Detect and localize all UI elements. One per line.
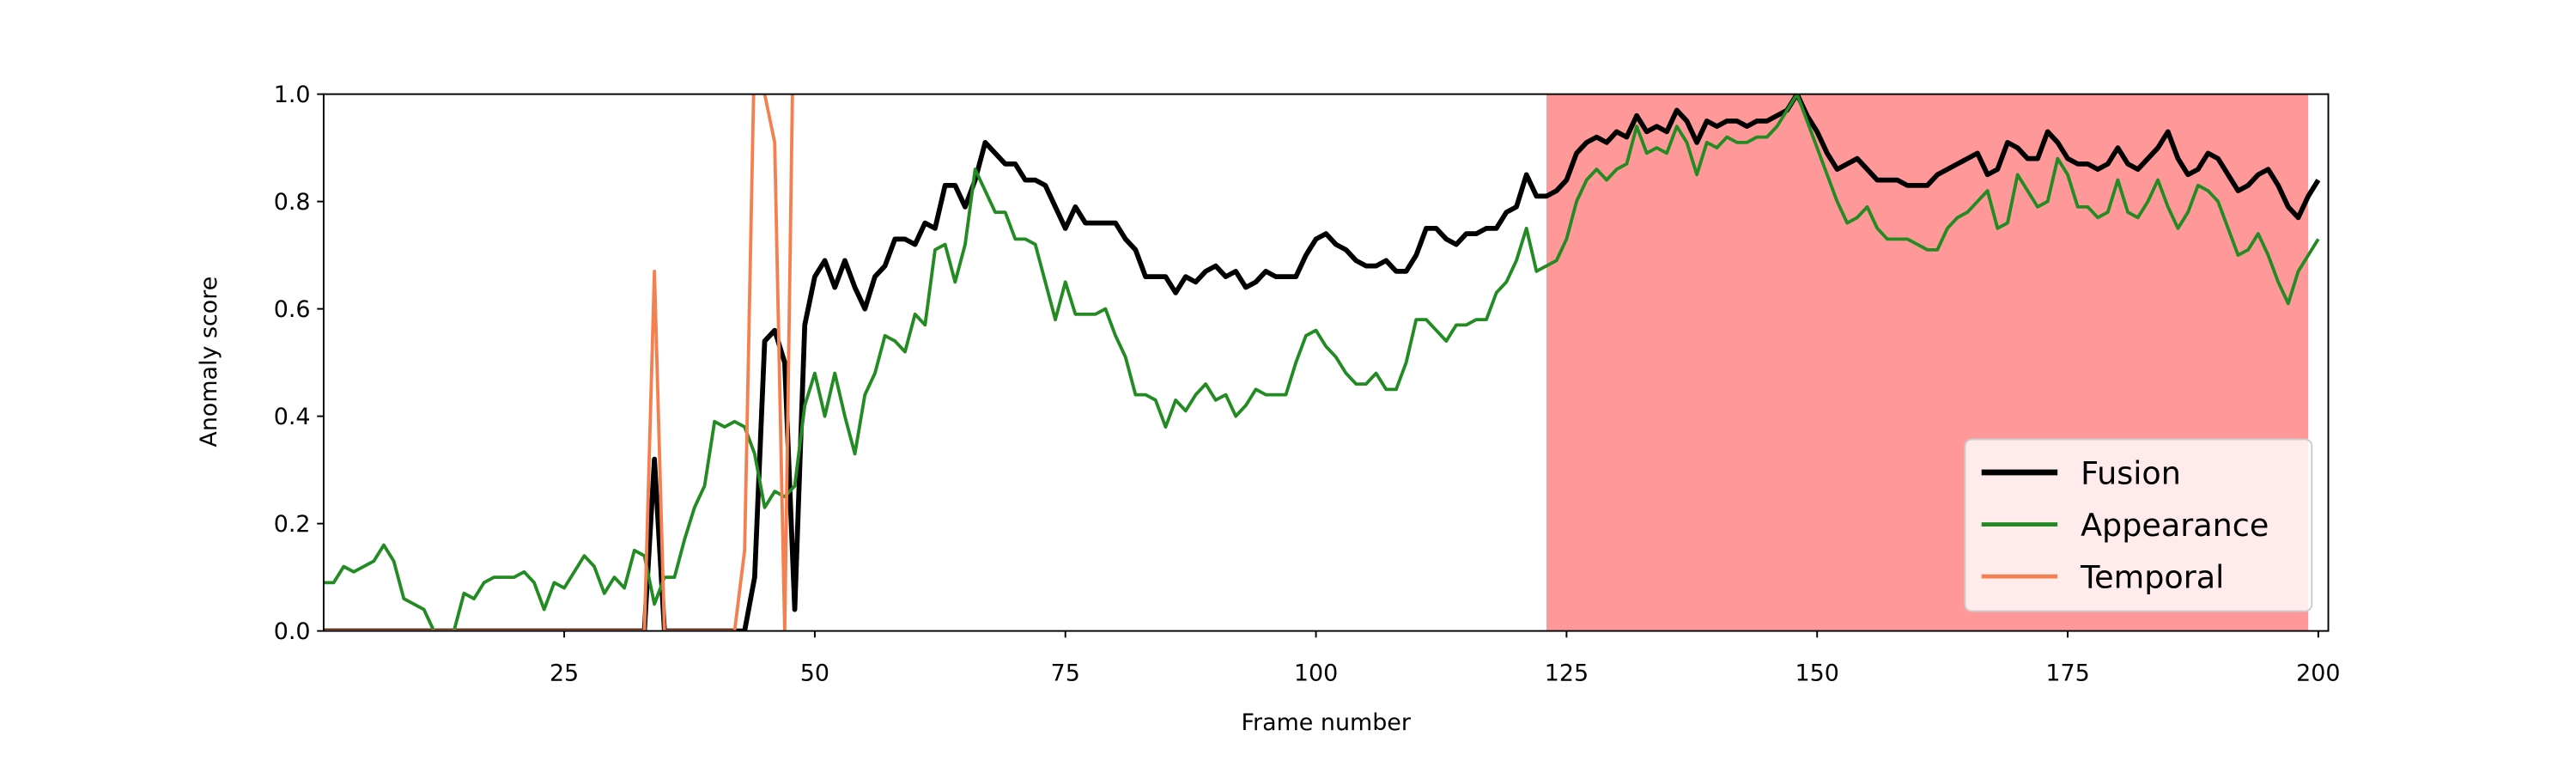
x-tick-label: 150 bbox=[1795, 660, 1839, 686]
y-axis-label: Anomaly score bbox=[196, 277, 222, 447]
legend-box bbox=[1964, 438, 2313, 612]
plot-area bbox=[323, 94, 2321, 631]
x-tick-label: 175 bbox=[2045, 660, 2089, 686]
series-line bbox=[323, 94, 2321, 631]
y-tick-label: 0.6 bbox=[274, 296, 311, 323]
y-tick-label: 0.2 bbox=[274, 511, 311, 538]
x-tick-label: 125 bbox=[1545, 660, 1589, 686]
x-tick-label: 200 bbox=[2296, 660, 2340, 686]
x-tick-label: 100 bbox=[1294, 660, 1338, 686]
plot-frame bbox=[322, 93, 2330, 632]
x-tick-label: 50 bbox=[800, 660, 829, 686]
series-line bbox=[323, 94, 2320, 631]
y-tick-label: 0.0 bbox=[274, 618, 311, 645]
x-tick-label: 75 bbox=[1051, 660, 1080, 686]
y-tick-label: 0.4 bbox=[274, 404, 311, 430]
legend-label: Fusion bbox=[2081, 454, 2181, 491]
legend-label: Temporal bbox=[2080, 559, 2224, 596]
legend: Fusion Appearance Temporal bbox=[1964, 438, 2313, 612]
y-tick-label: 1.0 bbox=[274, 82, 311, 108]
legend-label: Appearance bbox=[2081, 507, 2269, 544]
x-axis-label: Frame number bbox=[1242, 709, 1412, 736]
y-tick-label: 0.8 bbox=[274, 189, 311, 216]
x-tick-label: 25 bbox=[550, 660, 579, 686]
